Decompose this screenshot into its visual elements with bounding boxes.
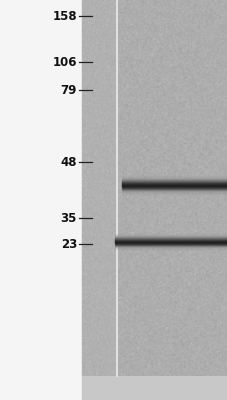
Text: 23: 23 — [60, 238, 77, 250]
Bar — [82, 0, 227, 376]
Text: 158: 158 — [52, 10, 77, 22]
Text: 35: 35 — [60, 212, 77, 224]
Text: 48: 48 — [60, 156, 77, 168]
Bar — [82, 376, 227, 400]
Text: 79: 79 — [60, 84, 77, 96]
Text: 106: 106 — [52, 56, 77, 68]
Bar — [0, 0, 82, 400]
